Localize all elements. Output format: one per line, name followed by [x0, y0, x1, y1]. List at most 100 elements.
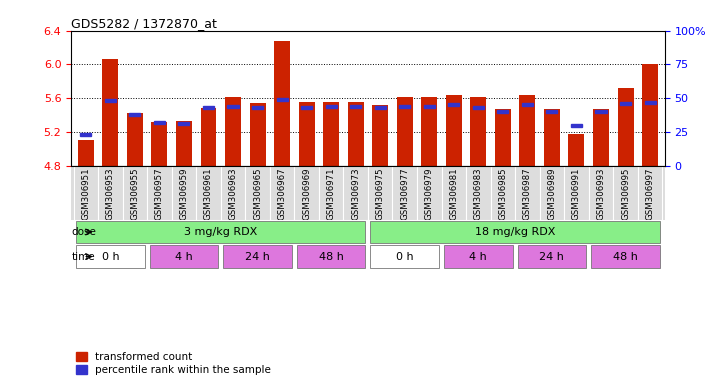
Text: GSM306971: GSM306971 [326, 167, 336, 220]
Bar [154, 121, 165, 124]
Bar [80, 133, 91, 136]
Bar [225, 96, 241, 166]
Text: 0 h: 0 h [102, 252, 119, 262]
FancyBboxPatch shape [614, 166, 638, 220]
FancyBboxPatch shape [491, 166, 515, 220]
Text: GSM306989: GSM306989 [547, 167, 557, 220]
FancyBboxPatch shape [417, 166, 442, 220]
Text: GSM306995: GSM306995 [621, 167, 630, 220]
FancyBboxPatch shape [565, 166, 589, 220]
Bar [375, 106, 386, 109]
FancyBboxPatch shape [171, 166, 196, 220]
Bar [277, 98, 287, 101]
Bar [446, 95, 461, 166]
Bar [77, 141, 94, 166]
Bar [498, 110, 508, 113]
Bar [252, 106, 263, 109]
FancyBboxPatch shape [343, 166, 368, 220]
Bar [102, 60, 118, 166]
FancyBboxPatch shape [294, 166, 319, 220]
FancyBboxPatch shape [245, 166, 269, 220]
Text: 48 h: 48 h [319, 252, 343, 262]
Bar [324, 102, 339, 166]
Text: GSM306979: GSM306979 [424, 167, 434, 220]
Bar [176, 121, 192, 166]
Bar [471, 96, 486, 166]
FancyBboxPatch shape [76, 221, 365, 243]
Bar [596, 110, 606, 113]
Text: dose: dose [72, 227, 97, 237]
Text: 48 h: 48 h [613, 252, 638, 262]
Text: 4 h: 4 h [469, 252, 487, 262]
Text: GSM306953: GSM306953 [106, 167, 115, 220]
FancyBboxPatch shape [223, 245, 292, 268]
Bar [105, 99, 116, 103]
Bar [301, 106, 312, 109]
FancyBboxPatch shape [73, 166, 98, 220]
Bar [129, 113, 140, 116]
FancyBboxPatch shape [370, 221, 660, 243]
Bar [228, 105, 238, 108]
FancyBboxPatch shape [368, 166, 392, 220]
FancyBboxPatch shape [515, 166, 540, 220]
Bar [620, 102, 631, 105]
Bar [547, 110, 557, 113]
Text: 0 h: 0 h [396, 252, 414, 262]
Text: GSM306991: GSM306991 [572, 167, 581, 220]
FancyBboxPatch shape [319, 166, 343, 220]
Bar [473, 106, 484, 109]
Text: GSM306993: GSM306993 [597, 167, 606, 220]
Text: GSM306975: GSM306975 [375, 167, 385, 220]
Bar [201, 108, 216, 166]
Text: GSM306959: GSM306959 [179, 167, 188, 220]
FancyBboxPatch shape [76, 245, 145, 268]
Text: GSM306969: GSM306969 [302, 167, 311, 220]
Text: GSM306957: GSM306957 [155, 167, 164, 220]
FancyBboxPatch shape [370, 245, 439, 268]
Text: GSM306951: GSM306951 [81, 167, 90, 220]
Bar [373, 105, 388, 166]
Bar [326, 105, 337, 108]
FancyBboxPatch shape [220, 166, 245, 220]
Text: GSM306981: GSM306981 [449, 167, 459, 220]
Bar [422, 96, 437, 166]
FancyBboxPatch shape [591, 245, 660, 268]
FancyBboxPatch shape [442, 166, 466, 220]
Text: GSM306973: GSM306973 [351, 167, 360, 220]
Text: GSM306965: GSM306965 [253, 167, 262, 220]
FancyBboxPatch shape [638, 166, 663, 220]
Bar [250, 103, 265, 166]
Bar [642, 65, 658, 166]
FancyBboxPatch shape [518, 245, 587, 268]
Text: GSM306955: GSM306955 [130, 167, 139, 220]
Bar [522, 103, 533, 106]
FancyBboxPatch shape [392, 166, 417, 220]
Bar [495, 109, 510, 166]
Bar [520, 95, 535, 166]
Bar [348, 103, 363, 166]
Bar [593, 109, 609, 166]
Bar [618, 88, 634, 166]
FancyBboxPatch shape [589, 166, 614, 220]
FancyBboxPatch shape [149, 245, 218, 268]
FancyBboxPatch shape [444, 245, 513, 268]
Text: GSM306963: GSM306963 [228, 167, 237, 220]
Bar [449, 103, 459, 106]
Bar [350, 105, 361, 108]
FancyBboxPatch shape [466, 166, 491, 220]
FancyBboxPatch shape [269, 166, 294, 220]
Text: 24 h: 24 h [540, 252, 565, 262]
FancyBboxPatch shape [296, 245, 365, 268]
Text: 24 h: 24 h [245, 252, 270, 262]
Bar [299, 102, 314, 166]
Bar [399, 105, 410, 108]
Bar [571, 124, 582, 127]
Text: GSM306987: GSM306987 [523, 167, 532, 220]
Text: GSM306967: GSM306967 [277, 167, 287, 220]
Text: 18 mg/kg RDX: 18 mg/kg RDX [475, 227, 555, 237]
Bar [569, 134, 584, 166]
Text: GSM306985: GSM306985 [498, 167, 508, 220]
Bar [274, 41, 290, 166]
Text: GSM306961: GSM306961 [204, 167, 213, 220]
FancyBboxPatch shape [98, 166, 122, 220]
